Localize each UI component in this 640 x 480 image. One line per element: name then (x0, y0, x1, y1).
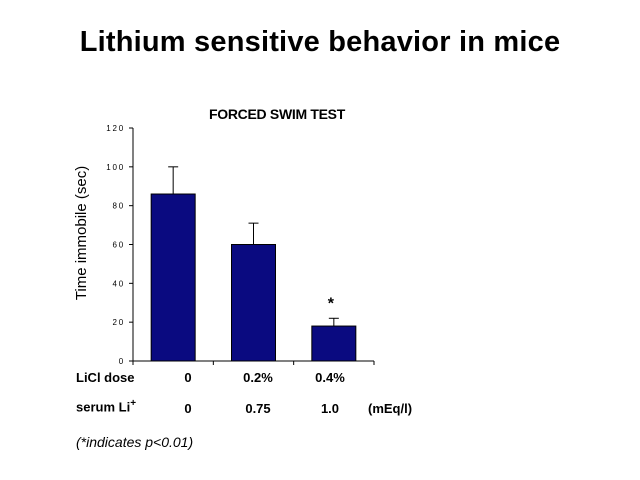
chart-title: FORCED SWIM TEST (209, 106, 346, 122)
bar (311, 325, 357, 362)
bar (150, 193, 196, 362)
y-tick-label: 20 (113, 318, 126, 327)
significance-marker: * (328, 295, 335, 312)
y-tick-label: 80 (113, 202, 126, 211)
bar (231, 244, 276, 362)
licl-dose-label: LiCl dose (76, 370, 135, 385)
serum-li-value: 0.75 (245, 401, 271, 416)
y-tick-label: 100 (106, 163, 125, 172)
serum-li-unit: (mEq/l) (368, 401, 413, 416)
y-axis-label: Time immobile (sec) (73, 166, 90, 300)
serum-li-value: 1.0 (320, 401, 340, 416)
serum-li-label: serum Li+ (76, 398, 136, 414)
licl-dose-value: 0.2% (243, 370, 273, 385)
y-tick-label: 0 (119, 357, 125, 366)
slide-title: Lithium sensitive behavior in mice (79, 26, 561, 58)
y-tick-label: 40 (113, 279, 126, 288)
licl-dose-value: 0 (184, 370, 192, 385)
serum-li-value: 0 (184, 401, 192, 416)
y-tick-label: 120 (106, 124, 125, 133)
serum-li-label-text: serum Li (76, 399, 131, 415)
licl-dose-value: 0.4% (315, 370, 345, 385)
y-tick-label: 60 (113, 241, 126, 250)
serum-li-superscript: + (130, 398, 137, 409)
footnote: (*indicates p<0.01) (76, 434, 194, 450)
